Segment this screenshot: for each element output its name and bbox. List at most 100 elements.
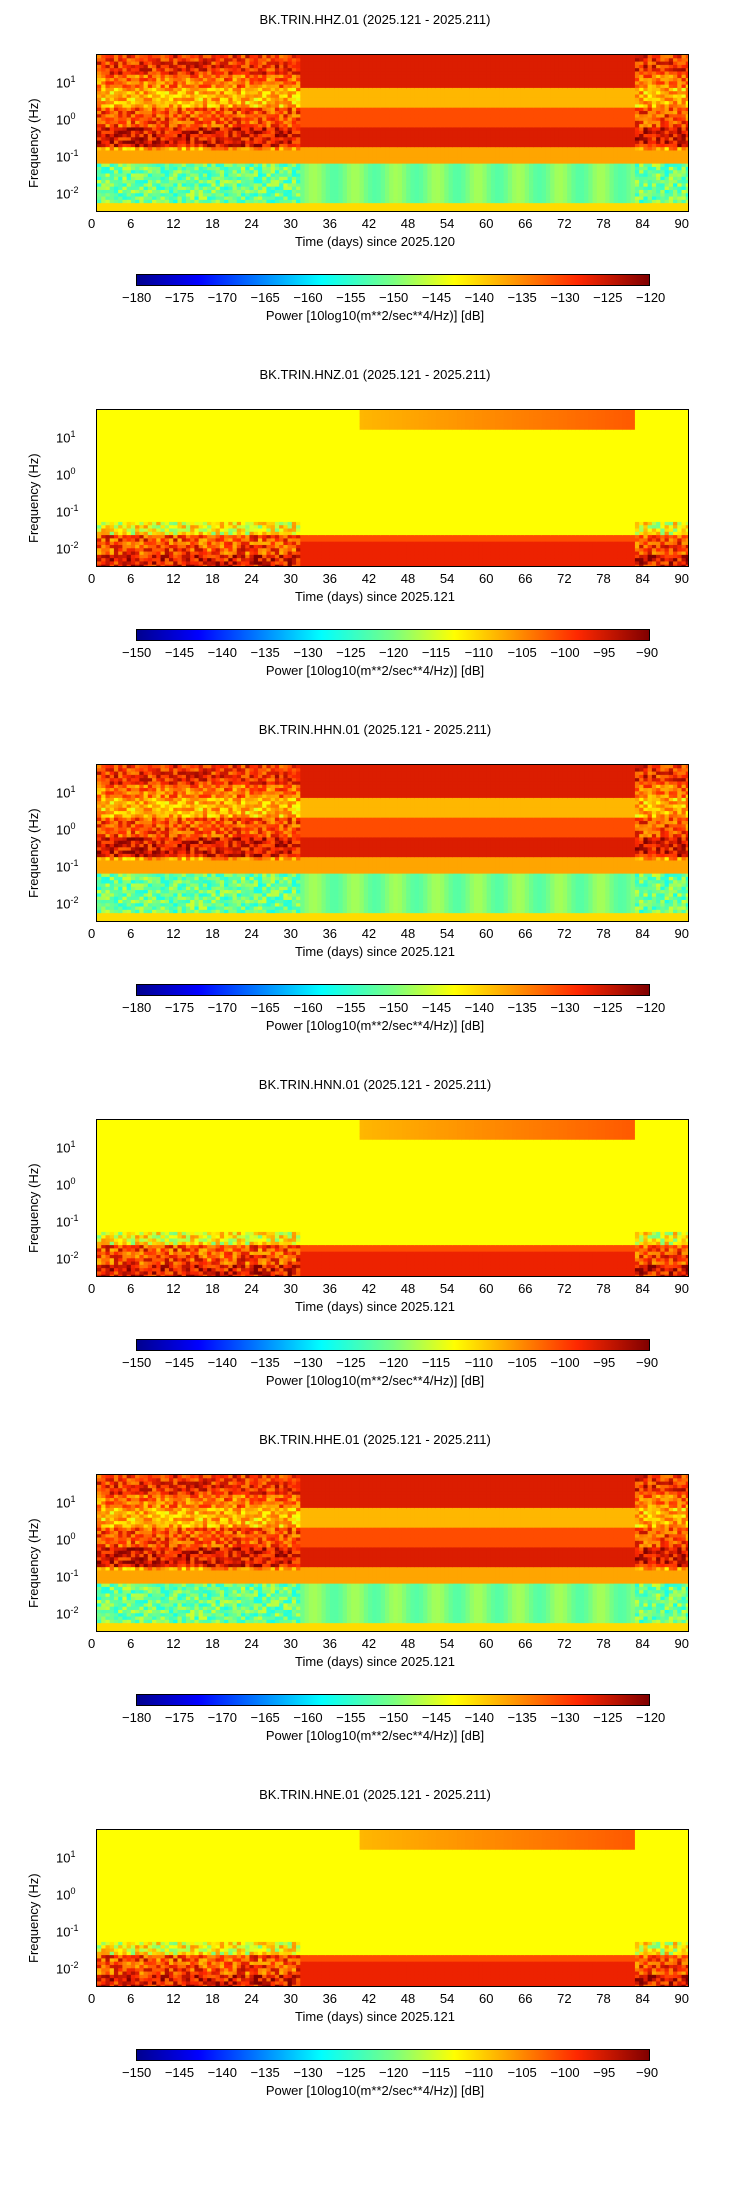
heatmap-cell <box>202 150 208 155</box>
heatmap-cell <box>257 117 263 122</box>
heatmap-cell <box>308 61 314 66</box>
heatmap-cell <box>380 127 386 132</box>
heatmap-cell <box>368 61 373 66</box>
heatmap-cell <box>397 189 403 194</box>
heatmap-cell <box>393 107 399 112</box>
heatmap-cell <box>249 71 255 76</box>
heatmap-cell <box>156 183 162 188</box>
heatmap-cell <box>185 199 191 204</box>
heatmap-cell <box>516 157 522 161</box>
heatmap-cell <box>266 153 272 158</box>
heatmap-cell <box>469 91 475 96</box>
heatmap-cell <box>245 186 251 191</box>
heatmap-cell <box>173 176 179 181</box>
heatmap-cell <box>109 137 115 142</box>
heatmap-cell <box>279 74 284 79</box>
heatmap-cell <box>308 87 314 92</box>
heatmap-cell <box>279 61 284 66</box>
heatmap-cell <box>351 101 356 105</box>
heatmap-cell <box>359 176 365 181</box>
heatmap-cell <box>219 78 225 82</box>
heatmap-cell <box>401 127 407 132</box>
heatmap-cell <box>202 74 208 79</box>
heatmap-cell <box>368 163 373 168</box>
heatmap-cell <box>465 203 471 208</box>
heatmap-cell <box>385 170 390 175</box>
heatmap-cell <box>262 55 268 59</box>
heatmap-cell <box>452 61 458 66</box>
heatmap-cell <box>313 130 318 135</box>
heatmap-cell <box>363 160 369 165</box>
heatmap-cell <box>359 203 365 208</box>
heatmap-cell <box>308 110 314 115</box>
heatmap-cell <box>253 140 259 145</box>
heatmap-cell <box>232 150 238 155</box>
heatmap-cell <box>507 176 513 181</box>
heatmap-cell <box>368 140 373 145</box>
heatmap-cell <box>486 160 492 165</box>
heatmap-cell <box>427 97 433 102</box>
heatmap-cell <box>346 180 352 184</box>
heatmap-cell <box>101 203 107 208</box>
heatmap-cell <box>219 137 225 142</box>
heatmap-cell <box>342 206 348 211</box>
heatmap-cell <box>135 91 140 96</box>
heatmap-cell <box>156 84 162 89</box>
heatmap-cell <box>389 114 395 119</box>
heatmap-cell <box>122 87 128 92</box>
heatmap-cell <box>228 137 234 142</box>
heatmap-cell <box>190 78 196 82</box>
heatmap-cell <box>109 114 115 119</box>
heatmap-cell <box>113 124 119 129</box>
heatmap-cell <box>393 104 399 109</box>
heatmap-cell <box>461 173 467 178</box>
heatmap-cell <box>414 94 420 99</box>
heatmap-cell <box>287 209 293 211</box>
heatmap-cell <box>152 78 157 82</box>
heatmap-cell <box>334 157 340 161</box>
heatmap-cell <box>101 189 107 194</box>
heatmap-cell <box>499 176 505 181</box>
heatmap-cell <box>418 134 424 138</box>
heatmap-cell <box>164 58 170 63</box>
heatmap-cell <box>351 196 356 201</box>
heatmap-cell <box>482 87 488 92</box>
heatmap-cell <box>486 209 492 211</box>
heatmap-cell <box>431 130 437 135</box>
heatmap-cell <box>524 134 530 138</box>
heatmap-cell <box>287 150 293 155</box>
heatmap-cell <box>469 110 475 115</box>
heatmap-cell <box>529 124 534 129</box>
heatmap-cell <box>473 183 479 188</box>
heatmap-cell <box>164 68 170 73</box>
heatmap-cell <box>359 107 365 112</box>
heatmap-cell <box>452 170 458 175</box>
heatmap-cell <box>410 153 416 158</box>
heatmap-cell <box>228 140 234 145</box>
heatmap-cell <box>185 94 191 99</box>
heatmap-cell <box>499 110 505 115</box>
heatmap-cell <box>236 180 242 184</box>
heatmap-cell <box>109 160 115 165</box>
heatmap-cell <box>160 160 166 165</box>
heatmap-cell <box>389 170 395 175</box>
heatmap-cell <box>520 166 526 171</box>
heatmap-cell <box>359 58 365 63</box>
heatmap-cell <box>478 153 484 158</box>
heatmap-cell <box>465 209 471 211</box>
heatmap-cell <box>279 64 284 69</box>
heatmap-cell <box>329 199 335 204</box>
heatmap-cell <box>202 104 208 109</box>
heatmap-cell <box>291 157 297 161</box>
heatmap-cell <box>198 64 204 69</box>
heatmap-cell <box>414 107 420 112</box>
heatmap-cell <box>486 166 492 171</box>
heatmap-cell <box>177 170 183 175</box>
heatmap-cell <box>253 64 259 69</box>
heatmap-cell <box>469 199 475 204</box>
heatmap-cell <box>533 130 539 135</box>
heatmap-cell <box>482 74 488 79</box>
heatmap-cell <box>266 209 272 211</box>
heatmap-cell <box>308 143 314 148</box>
